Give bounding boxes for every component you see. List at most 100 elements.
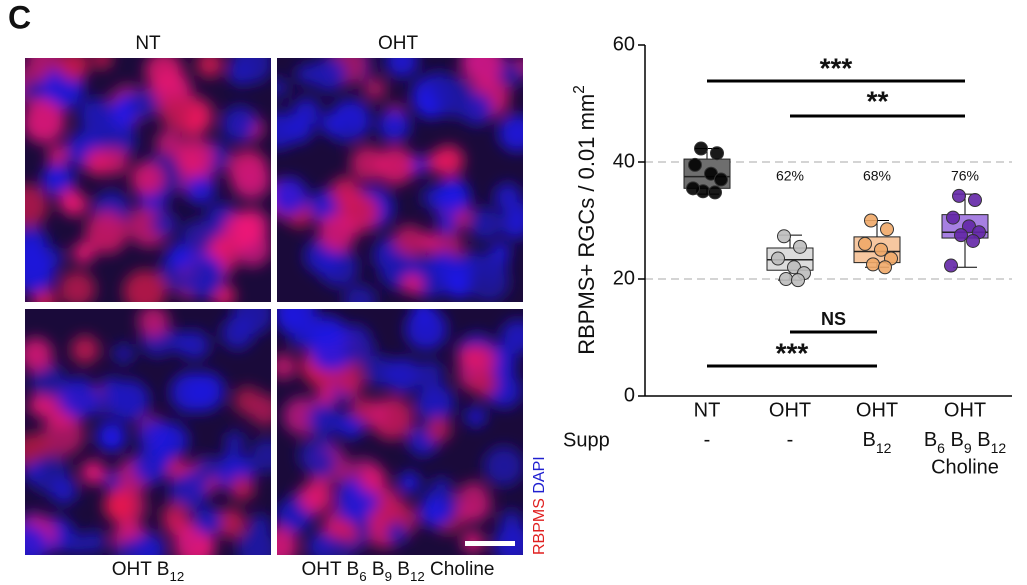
text-segment: OHT B [112, 559, 170, 580]
micrograph [25, 309, 271, 555]
cells [25, 309, 271, 555]
cell [100, 376, 122, 398]
data-point [966, 233, 980, 248]
cell [426, 416, 452, 443]
data-point [968, 193, 982, 208]
supp-label: - [787, 429, 794, 451]
cell [58, 58, 90, 81]
x-tick-label: NT [694, 399, 721, 421]
cell [70, 335, 100, 365]
data-point [878, 260, 892, 275]
cell [335, 367, 364, 397]
cell [180, 330, 210, 360]
cell [180, 219, 215, 255]
text-segment: OHT B [302, 559, 360, 580]
text-segment: 9 [385, 569, 392, 584]
cell [85, 210, 128, 254]
cell [123, 269, 167, 302]
text-segment: B [972, 429, 991, 451]
text-segment: NT [135, 33, 161, 54]
cell [277, 111, 298, 150]
supp-label: B12 [863, 429, 892, 455]
y-tick-label: 60 [613, 33, 635, 55]
cell [432, 145, 465, 177]
cell [493, 524, 523, 555]
x-tick-label: OHT [856, 399, 898, 421]
text-segment: 6 [937, 440, 945, 456]
cell [231, 58, 271, 84]
cell [446, 273, 472, 300]
data-point [686, 181, 700, 196]
supp-title: Supp [563, 429, 610, 451]
cell [184, 173, 216, 205]
cell [183, 259, 225, 300]
micrographs [25, 58, 523, 555]
cell [196, 58, 224, 78]
text-segment: 9 [964, 440, 972, 456]
cell [80, 460, 106, 485]
text-segment: B [863, 429, 876, 451]
cell [249, 394, 271, 427]
data-point [874, 242, 888, 257]
cell [25, 80, 46, 103]
cell [468, 207, 502, 241]
data-point [952, 188, 966, 203]
scale-bar [465, 541, 515, 546]
cell [458, 481, 489, 512]
data-point [708, 185, 722, 200]
cell [305, 447, 336, 479]
cells [277, 58, 523, 302]
cell [215, 507, 246, 539]
data-point [858, 236, 872, 251]
x-tick-label: OHT [769, 399, 811, 421]
cell [434, 178, 471, 215]
cell [152, 422, 189, 459]
cell [92, 58, 113, 70]
y-tick-label: 0 [624, 384, 635, 406]
x-tick-label: OHT [944, 399, 986, 421]
text-segment: 12 [991, 440, 1007, 456]
cell [229, 475, 255, 501]
cell [467, 260, 510, 302]
cell [25, 100, 66, 144]
cell [277, 76, 289, 99]
data-point [791, 273, 805, 288]
text-segment: OHT [378, 33, 419, 54]
image-label: OHT B6 B9 B12 Choline [302, 559, 495, 584]
cell [405, 309, 448, 351]
cell [415, 383, 455, 423]
data-point [771, 251, 785, 266]
text-segment: - [787, 429, 794, 451]
cell [343, 284, 377, 302]
cell [343, 333, 376, 366]
text-segment: B [945, 429, 964, 451]
cell [25, 239, 47, 274]
stain-label: RBPMS DAPI [531, 456, 548, 555]
percent-label: 76% [951, 168, 979, 184]
cell [418, 496, 451, 528]
cell [431, 249, 459, 277]
cell [57, 377, 99, 419]
data-point [864, 213, 878, 228]
cell [113, 343, 134, 364]
cell [420, 232, 441, 253]
cell [168, 470, 209, 511]
cell [384, 521, 409, 546]
text-segment: 2 [571, 85, 588, 94]
cell [25, 461, 45, 484]
supp-label: - [704, 429, 711, 451]
cell [483, 445, 523, 487]
cell [499, 63, 523, 88]
data-point [779, 272, 793, 286]
cell [220, 449, 244, 473]
cell [158, 95, 193, 130]
cell [289, 327, 311, 348]
cell [277, 527, 298, 555]
cell [96, 421, 127, 452]
y-axis-title: RBPMS+ RGCs / 0.01 mm2 [571, 85, 599, 355]
cell [465, 406, 486, 427]
data-point [777, 229, 791, 244]
cell [402, 274, 423, 295]
cell [194, 455, 222, 482]
cell [137, 309, 170, 337]
